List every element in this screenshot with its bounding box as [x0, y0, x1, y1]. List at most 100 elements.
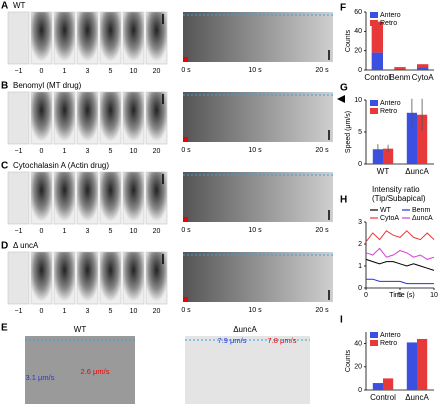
time-marker	[183, 57, 188, 62]
kymo-tick-label: 0 s	[181, 67, 191, 74]
bar	[394, 67, 406, 70]
frame-label: 0	[40, 68, 44, 75]
micrograph	[30, 91, 53, 145]
kymograph	[183, 12, 333, 62]
arrow-marker	[337, 95, 345, 103]
micrograph	[122, 171, 145, 225]
micrograph	[53, 251, 76, 305]
frame-label: 1	[63, 148, 67, 155]
speed-label: 7.9 μm/s	[218, 336, 247, 345]
y-tick-label: 60	[354, 9, 362, 16]
micrograph	[99, 171, 122, 225]
kymo-tick-label: 20 s	[315, 227, 329, 234]
micrograph	[30, 251, 53, 305]
bar	[383, 148, 394, 164]
legend-label: Retro	[380, 20, 397, 27]
legend-swatch	[370, 108, 378, 114]
micrograph	[99, 11, 122, 65]
y-axis-label: Counts	[345, 29, 352, 52]
legend-swatch	[370, 12, 378, 18]
micrograph	[145, 91, 168, 145]
frame-label: 20	[153, 308, 161, 315]
micrograph	[145, 171, 168, 225]
x-tick-label: 10	[430, 292, 438, 299]
panel-letter: D	[1, 241, 8, 252]
panel-letter: I	[340, 315, 343, 326]
micrograph	[122, 91, 145, 145]
bar	[417, 114, 428, 164]
micrograph	[76, 11, 99, 65]
micrograph	[30, 11, 53, 65]
y-tick-label: 0	[358, 67, 362, 74]
micrograph	[7, 91, 30, 145]
row-label: Benomyl (MT drug)	[13, 81, 82, 90]
panel-letter: A	[1, 1, 8, 12]
kymograph	[25, 336, 135, 404]
line	[365, 258, 435, 271]
micrograph	[122, 251, 145, 305]
micrograph	[53, 11, 76, 65]
panel-letter: E	[1, 323, 8, 334]
bar	[371, 21, 383, 53]
x-tick-label: CytoA	[412, 73, 434, 82]
micrograph	[76, 91, 99, 145]
kymo-tick-label: 10 s	[248, 227, 262, 234]
bar	[383, 378, 394, 390]
kymo-tick-label: 20 s	[315, 67, 329, 74]
micrograph	[7, 171, 30, 225]
image-label: WT	[74, 325, 87, 334]
micrograph	[76, 171, 99, 225]
y-tick-label: 3	[358, 219, 362, 226]
kymo-tick-label: 10 s	[248, 67, 262, 74]
legend-label: Retro	[380, 340, 397, 347]
frame-label: 20	[153, 228, 161, 235]
micrograph	[76, 251, 99, 305]
x-tick-label: WT	[377, 167, 390, 176]
y-tick-label: 0	[358, 285, 362, 292]
micrograph	[53, 171, 76, 225]
micrograph	[99, 91, 122, 145]
legend-label: CytoA	[380, 215, 399, 222]
speed-label: 2.6 μm/s	[81, 367, 110, 376]
row-label: Cytochalasin A (Actin drug)	[13, 161, 109, 170]
bar	[417, 67, 429, 70]
chart-title: Intensity ratio	[372, 185, 420, 194]
frame-label: 3	[86, 148, 90, 155]
x-axis-label: Time (s)	[389, 292, 414, 299]
panel-letter: G	[340, 83, 348, 94]
frame-label: 10	[130, 228, 138, 235]
legend-label: Antero	[380, 332, 401, 339]
panel-letter: H	[340, 195, 347, 206]
legend-label: ΔuncA	[412, 215, 433, 222]
y-axis-label: Speed (μm/s)	[345, 111, 352, 153]
time-marker	[183, 217, 188, 222]
legend-label: Antero	[380, 100, 401, 107]
frame-label: 1	[63, 308, 67, 315]
time-marker	[183, 297, 188, 302]
panel-letter: C	[1, 161, 8, 172]
legend-swatch	[370, 100, 378, 106]
y-axis-label: Counts	[345, 349, 352, 372]
x-tick-label: Control	[364, 73, 390, 82]
y-tick-label: 40	[354, 340, 362, 347]
kymograph	[183, 252, 333, 302]
x-tick-label: Benm	[390, 73, 411, 82]
frame-label: 0	[40, 308, 44, 315]
frame-label: −1	[15, 68, 23, 75]
y-tick-label: 20	[354, 364, 362, 371]
line	[366, 278, 434, 285]
micrograph	[99, 251, 122, 305]
line	[365, 230, 435, 243]
kymo-tick-label: 0 s	[181, 147, 191, 154]
kymo-tick-label: 10 s	[248, 147, 262, 154]
row-label: Δ uncA	[13, 241, 39, 250]
bar	[372, 149, 383, 164]
y-tick-label: 10	[354, 97, 362, 104]
legend-label: Retro	[380, 108, 397, 115]
image-label: ΔuncA	[233, 325, 257, 334]
frame-label: 3	[86, 68, 90, 75]
frame-label: 10	[130, 308, 138, 315]
line	[365, 247, 435, 260]
panel-letter: F	[340, 3, 346, 14]
